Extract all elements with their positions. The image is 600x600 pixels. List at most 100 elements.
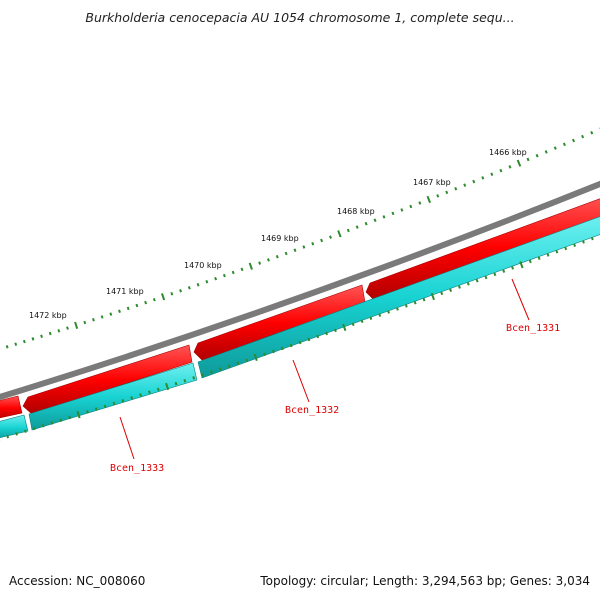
kbp-label-1472: 1472 kbp	[29, 311, 67, 320]
tick-mark	[83, 320, 87, 325]
tick-mark	[499, 168, 503, 173]
tick-mark	[302, 245, 306, 249]
tick-mark	[395, 307, 399, 311]
tick-mark	[214, 276, 218, 281]
tick-mark	[22, 339, 26, 344]
reverse-strand-track	[0, 213, 600, 440]
tick-mark	[258, 261, 262, 265]
tick-mark	[74, 321, 79, 329]
leader-line-bcen-1333	[119, 416, 135, 460]
leader-line-bcen-1332	[292, 359, 310, 403]
tick-mark	[320, 238, 324, 243]
tick-mark	[553, 146, 557, 150]
tick-mark	[148, 390, 151, 394]
tick-mark	[68, 415, 72, 420]
tick-mark	[293, 248, 297, 253]
tick-mark	[41, 423, 45, 428]
tick-mark	[66, 326, 69, 330]
tick-mark	[449, 288, 453, 292]
tick-mark	[484, 275, 488, 280]
gene-label-bcen-1332[interactable]: Bcen_1332	[285, 405, 339, 416]
tick-mark	[436, 194, 440, 198]
tick-mark	[267, 258, 270, 262]
tick-mark	[192, 376, 196, 380]
tick-mark	[263, 352, 266, 357]
tick-mark	[508, 165, 512, 169]
tick-mark	[573, 243, 577, 247]
gene-label-bcen-1331[interactable]: Bcen_1331	[506, 323, 560, 334]
tick-mark	[511, 266, 515, 270]
sequence-summary: Topology: circular; Length: 3,294,563 bp…	[260, 574, 590, 588]
kbp-label-1471: 1471 kbp	[106, 287, 144, 296]
tick-mark	[490, 172, 494, 177]
tick-mark	[275, 254, 279, 259]
tick-mark	[409, 204, 413, 209]
tick-mark	[564, 246, 568, 251]
tick-mark	[325, 331, 329, 336]
tick-mark	[346, 228, 350, 233]
outer-tick-ring	[5, 127, 600, 349]
tick-mark	[109, 312, 113, 316]
tick-mark	[170, 292, 174, 296]
tick-mark	[360, 319, 364, 324]
tick-mark	[546, 253, 550, 257]
tick-mark	[231, 270, 235, 275]
accession-text: Accession: NC_008060	[9, 574, 146, 588]
kbp-label-1467: 1467 kbp	[413, 178, 451, 187]
tick-mark	[284, 251, 288, 256]
gene-arrow-partial-left[interactable]	[0, 395, 23, 420]
tick-mark	[472, 179, 476, 184]
tick-mark	[14, 342, 18, 346]
tick-mark	[135, 303, 139, 308]
map-title: Burkholderia cenocepacia AU 1054 chromos…	[85, 10, 515, 25]
tick-mark	[165, 382, 170, 391]
tick-mark	[196, 283, 200, 287]
tick-mark	[355, 225, 359, 229]
tick-mark	[369, 316, 373, 320]
tick-mark	[440, 291, 444, 296]
tick-mark	[516, 159, 522, 167]
tick-mark	[5, 345, 9, 349]
tick-mark	[544, 150, 548, 154]
tick-mark	[364, 221, 368, 226]
reverse-gene-partial[interactable]	[0, 414, 29, 440]
tick-mark	[528, 259, 532, 264]
tick-mark	[590, 131, 594, 135]
tick-mark	[253, 353, 258, 362]
tick-mark	[280, 346, 284, 351]
tick-mark	[382, 215, 386, 219]
tick-mark	[6, 434, 10, 439]
tick-mark	[118, 309, 121, 314]
tick-mark	[422, 297, 426, 302]
leader-line-bcen-1331	[511, 278, 530, 321]
tick-mark	[245, 358, 249, 363]
tick-mark	[493, 272, 497, 277]
tick-mark	[418, 201, 422, 205]
tick-mark	[373, 218, 377, 223]
tick-mark	[333, 328, 337, 333]
tick-mark	[581, 240, 585, 244]
forward-strand-track	[0, 198, 600, 420]
tick-mark	[156, 387, 160, 392]
gene-label-bcen-1333[interactable]: Bcen_1333	[110, 463, 164, 474]
tick-mark	[329, 235, 332, 239]
kbp-label-1469: 1469 kbp	[261, 234, 299, 243]
tick-mark	[152, 297, 156, 302]
tick-mark	[316, 334, 320, 339]
tick-mark	[248, 262, 253, 270]
tick-mark	[24, 429, 27, 433]
reverse-gene-left[interactable]	[28, 362, 198, 431]
tick-mark	[463, 183, 467, 187]
tick-mark	[48, 331, 52, 336]
tick-mark	[240, 267, 244, 272]
tick-mark	[400, 208, 404, 212]
tick-mark	[537, 256, 541, 260]
reverse-gene-right[interactable]	[197, 213, 600, 379]
tick-mark	[481, 176, 485, 180]
tick-mark	[205, 279, 209, 284]
tick-mark	[210, 370, 213, 374]
tick-mark	[351, 322, 355, 327]
tick-mark	[457, 285, 461, 289]
tick-mark	[526, 157, 530, 162]
